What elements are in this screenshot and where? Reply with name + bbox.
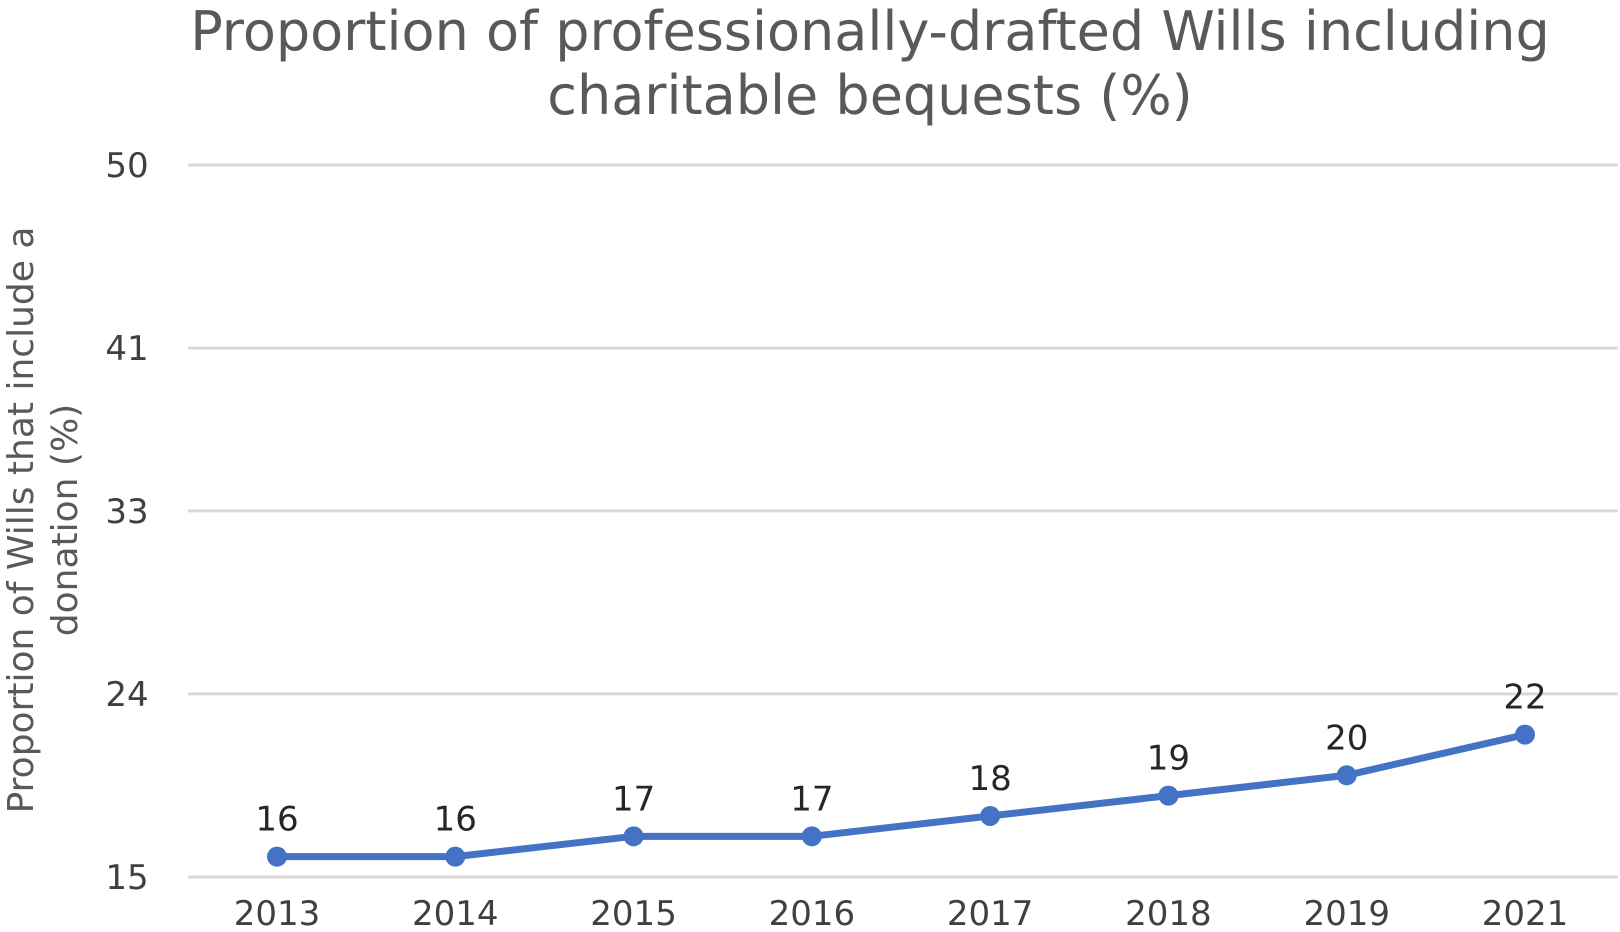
x-tick-label: 2016 [769, 894, 856, 932]
y-tick-label: 50 [105, 146, 148, 186]
data-label: 17 [790, 779, 833, 819]
chart-title-line-2: charitable bequests (%) [547, 64, 1193, 127]
x-tick-label: 2017 [947, 894, 1034, 932]
data-label: 16 [255, 800, 298, 840]
x-tick-label: 2018 [1125, 894, 1212, 932]
data-point [1515, 724, 1535, 745]
y-tick-label: 15 [105, 858, 148, 898]
data-point [801, 826, 822, 847]
data-label: 19 [1147, 739, 1190, 779]
data-label: 16 [434, 800, 477, 840]
data-label: 20 [1325, 718, 1368, 758]
y-tick-label: 24 [105, 675, 148, 715]
x-tick-label: 2019 [1303, 894, 1390, 932]
series-line [273, 731, 1529, 861]
data-point [623, 826, 644, 847]
x-tick-label: 2014 [412, 894, 499, 932]
x-tick-label: 2013 [234, 894, 321, 932]
data-point [980, 805, 1001, 826]
data-point [1158, 785, 1179, 806]
data-point [445, 846, 466, 867]
x-tick-label: 2015 [590, 894, 677, 932]
data-label: 22 [1503, 678, 1546, 718]
chart-title-line-1: Proportion of professionally-drafted Wil… [190, 0, 1550, 63]
data-label: 17 [612, 779, 655, 819]
data-point [1336, 765, 1357, 786]
y-tick-label: 41 [105, 329, 148, 369]
data-label: 18 [969, 759, 1012, 799]
data-point [267, 846, 287, 867]
y-tick-label: 33 [105, 492, 148, 532]
x-tick-label: 2021 [1482, 894, 1569, 932]
